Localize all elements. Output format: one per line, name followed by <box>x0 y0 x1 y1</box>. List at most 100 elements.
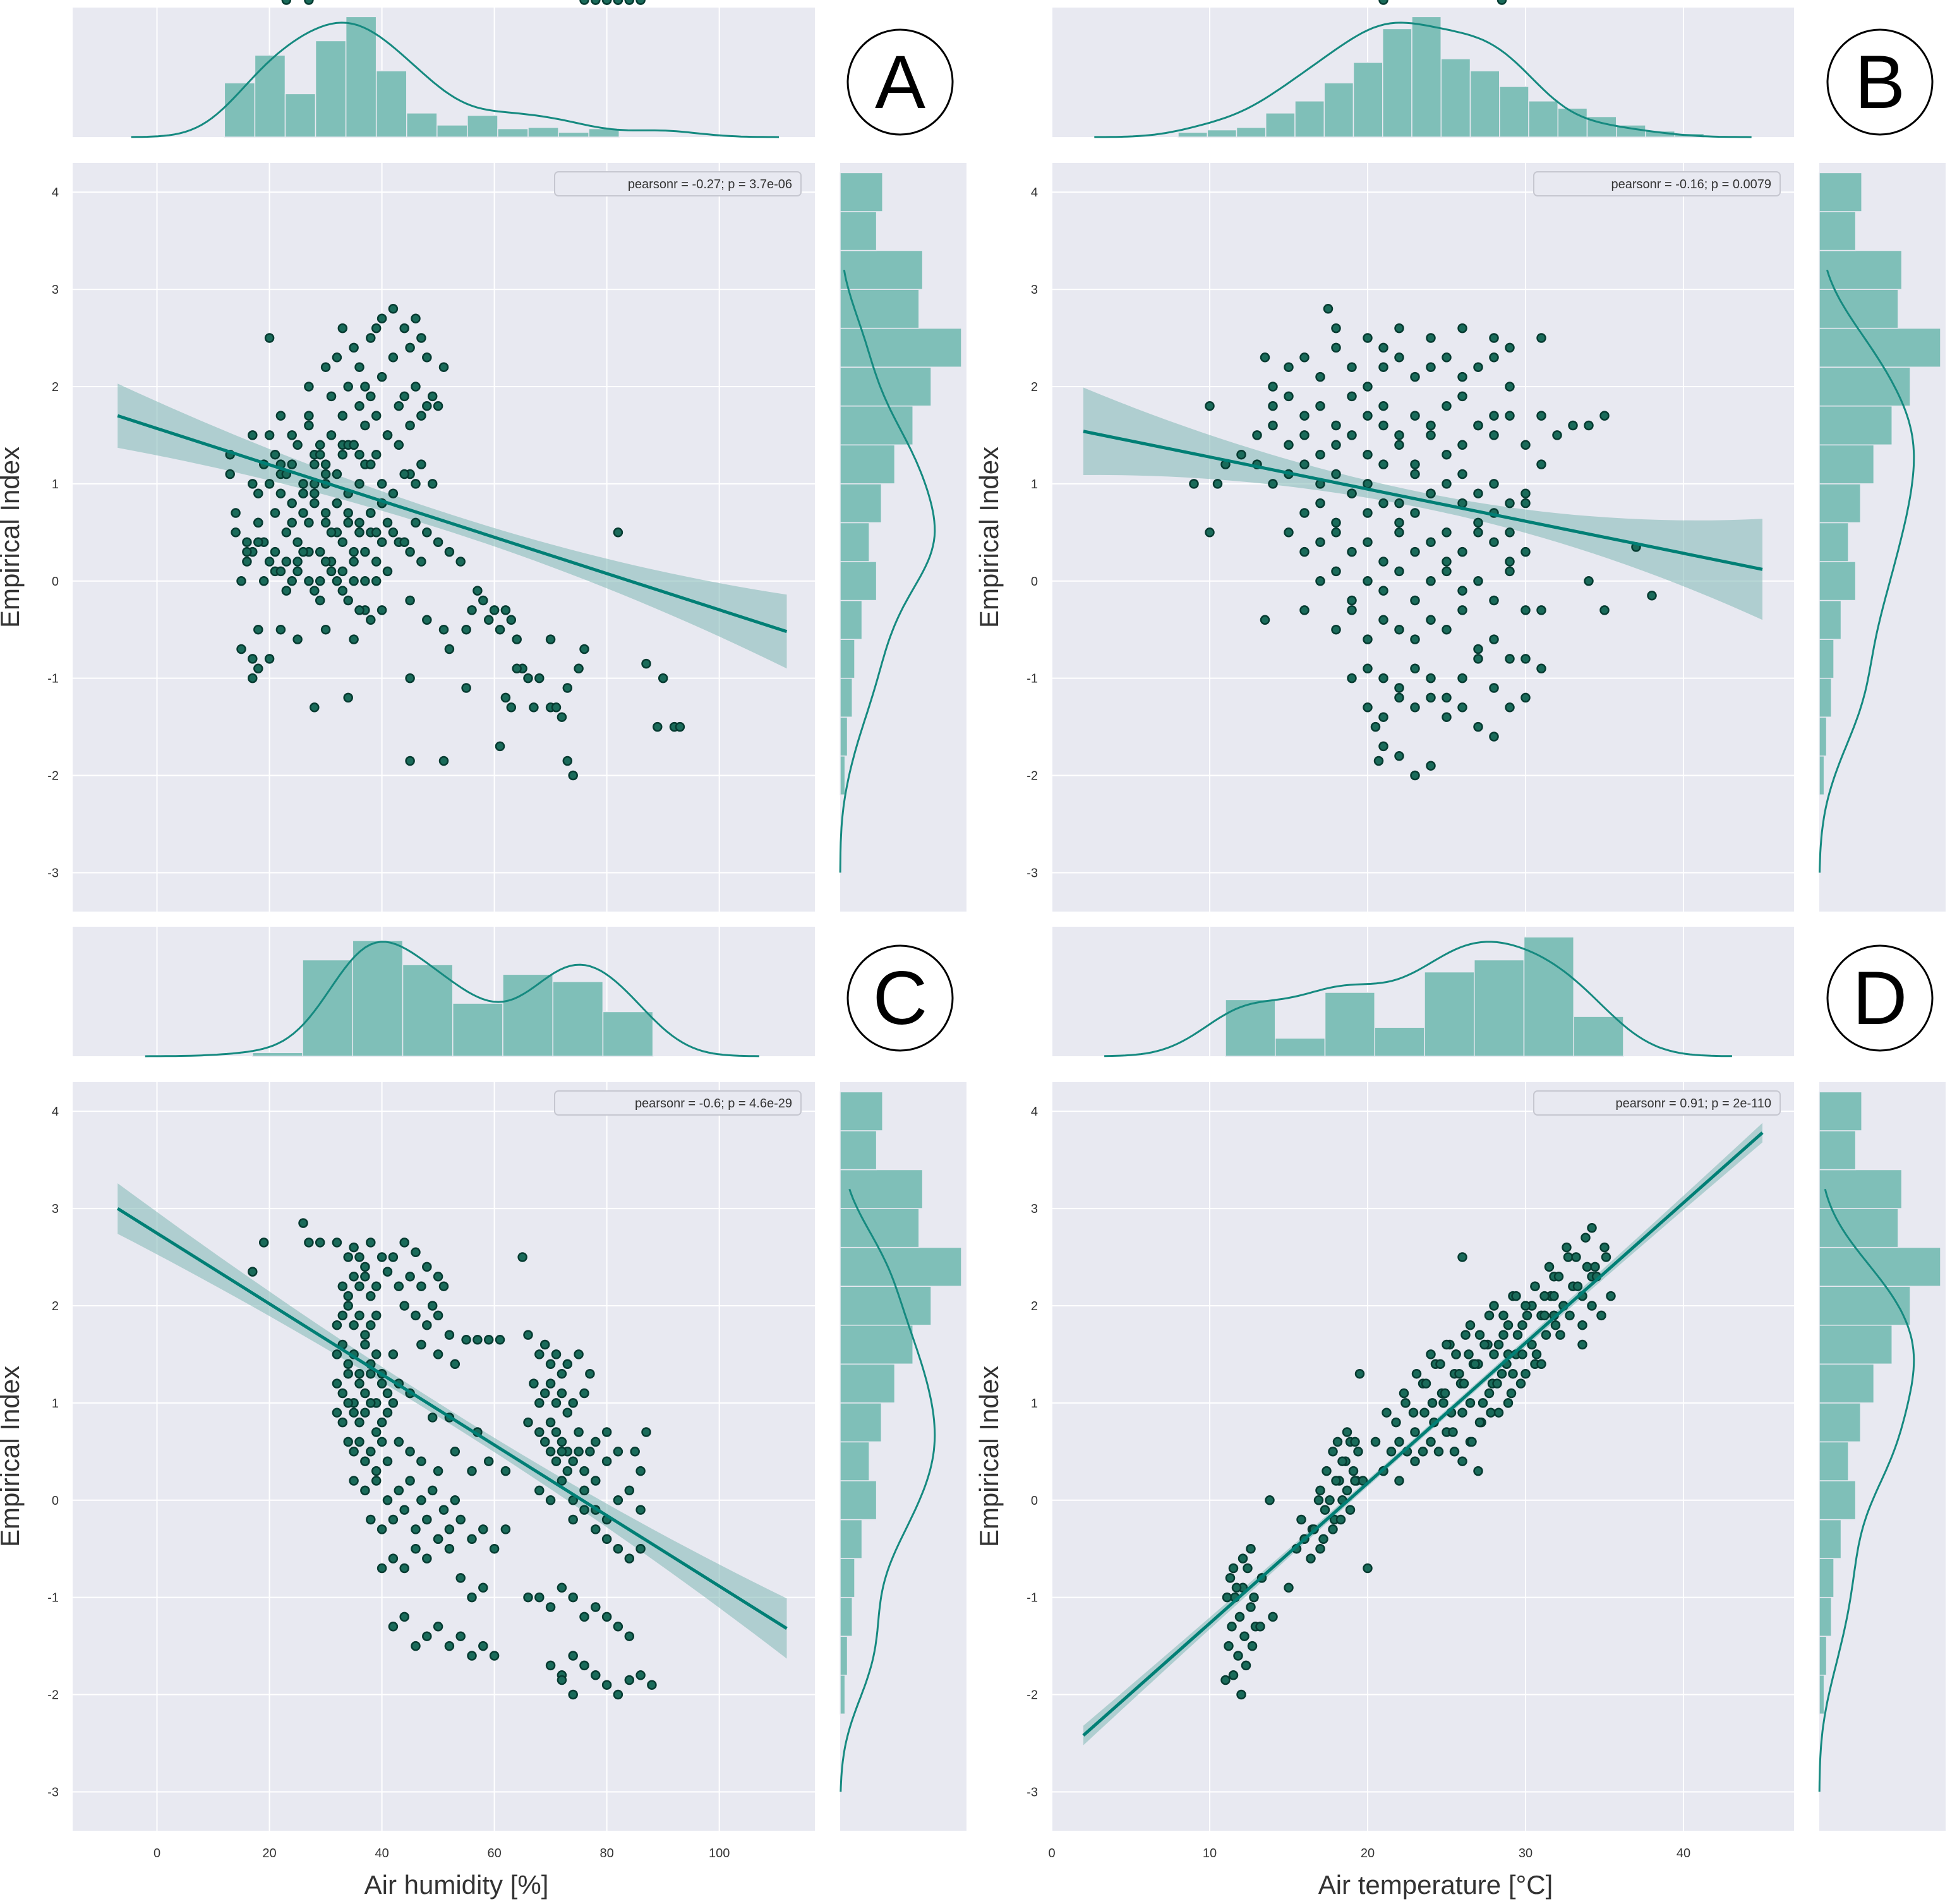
data-point <box>601 1427 612 1437</box>
panel-A-badge <box>846 28 954 136</box>
data-point <box>332 469 342 479</box>
data-point <box>624 0 635 5</box>
data-point <box>275 411 286 421</box>
data-point <box>281 586 292 596</box>
data-point <box>1505 498 1515 509</box>
data-point <box>568 1514 578 1525</box>
data-point <box>601 1456 612 1466</box>
data-point <box>382 1267 393 1277</box>
data-point <box>461 624 471 635</box>
data-point <box>337 1388 348 1399</box>
data-point <box>360 1339 370 1350</box>
panel-C: C <box>846 944 954 1052</box>
data-point <box>382 517 393 528</box>
data-point <box>343 1291 353 1301</box>
data-point <box>1284 527 1294 538</box>
data-point <box>1426 615 1436 625</box>
data-point <box>366 1447 376 1457</box>
regression-line <box>1083 430 1763 571</box>
data-point <box>304 420 314 431</box>
data-point <box>568 1592 578 1603</box>
data-point <box>1421 1378 1431 1389</box>
data-point <box>399 1563 409 1574</box>
data-point <box>500 1524 511 1534</box>
data-point <box>1394 323 1404 334</box>
data-point <box>427 479 438 489</box>
data-point <box>371 411 382 421</box>
right-histogram-bar <box>840 405 913 446</box>
top-kde-curve <box>1094 21 1752 138</box>
panel-B-letter: B <box>1855 40 1905 124</box>
data-point <box>635 1466 646 1476</box>
data-point <box>1489 1349 1499 1359</box>
data-point <box>1410 1427 1420 1437</box>
data-point <box>1378 401 1388 411</box>
data-point <box>1394 1476 1404 1486</box>
data-point <box>1284 1582 1294 1593</box>
data-point <box>388 352 399 363</box>
data-point <box>1536 459 1546 469</box>
data-point <box>624 1485 635 1496</box>
top-histogram-bar <box>1265 112 1296 138</box>
data-point <box>1577 1339 1587 1350</box>
right-histogram-bar <box>1819 1363 1875 1404</box>
data-point <box>1527 1339 1537 1350</box>
data-point <box>427 1301 438 1311</box>
data-point <box>1465 1398 1476 1408</box>
data-point <box>304 0 314 5</box>
data-point <box>236 576 246 586</box>
data-point <box>360 1388 370 1399</box>
data-point <box>343 1359 353 1370</box>
data-point <box>1363 333 1373 343</box>
data-point <box>399 1238 409 1248</box>
data-point <box>376 1563 387 1574</box>
data-point <box>1433 1447 1444 1457</box>
y-tick-label: -2 <box>47 769 59 783</box>
data-point <box>1536 1359 1546 1370</box>
data-point <box>483 1456 494 1466</box>
data-point <box>523 1592 533 1603</box>
data-point <box>1205 527 1215 538</box>
data-point <box>1457 371 1467 382</box>
right-histogram-bar <box>840 1596 853 1637</box>
data-point <box>315 440 325 450</box>
data-point <box>1394 751 1404 761</box>
data-point <box>253 488 263 498</box>
data-point <box>534 1485 545 1496</box>
data-point <box>248 1267 258 1277</box>
right-histogram-bar <box>840 600 863 640</box>
data-point <box>1268 401 1278 411</box>
data-point <box>394 1281 404 1291</box>
data-point <box>1505 702 1515 713</box>
data-point <box>579 0 589 5</box>
data-point <box>1520 1301 1531 1311</box>
data-point <box>1457 673 1467 684</box>
data-point <box>416 1339 426 1350</box>
data-point <box>1473 1466 1483 1476</box>
data-point <box>337 323 348 334</box>
data-point <box>411 1524 421 1534</box>
data-point <box>298 488 308 498</box>
data-point <box>433 401 443 411</box>
top-kde-curve <box>145 941 759 1057</box>
data-point <box>337 1281 348 1291</box>
right-histogram-bar <box>1819 1480 1857 1521</box>
data-point <box>349 557 359 567</box>
data-point <box>416 1281 426 1291</box>
data-point <box>349 1242 359 1253</box>
data-point <box>1332 1437 1343 1447</box>
data-point <box>1440 1388 1450 1399</box>
data-point <box>405 420 415 431</box>
data-point <box>1473 527 1483 538</box>
data-point <box>1520 498 1531 509</box>
data-point <box>1394 498 1404 509</box>
data-point <box>1536 663 1546 674</box>
data-point <box>1231 1582 1242 1593</box>
data-point <box>579 1388 589 1399</box>
data-point <box>310 586 320 596</box>
top-histogram-bar <box>527 126 559 138</box>
data-point <box>1457 469 1467 479</box>
data-point <box>433 1466 443 1476</box>
data-point <box>1584 576 1594 586</box>
data-point <box>1505 566 1515 577</box>
